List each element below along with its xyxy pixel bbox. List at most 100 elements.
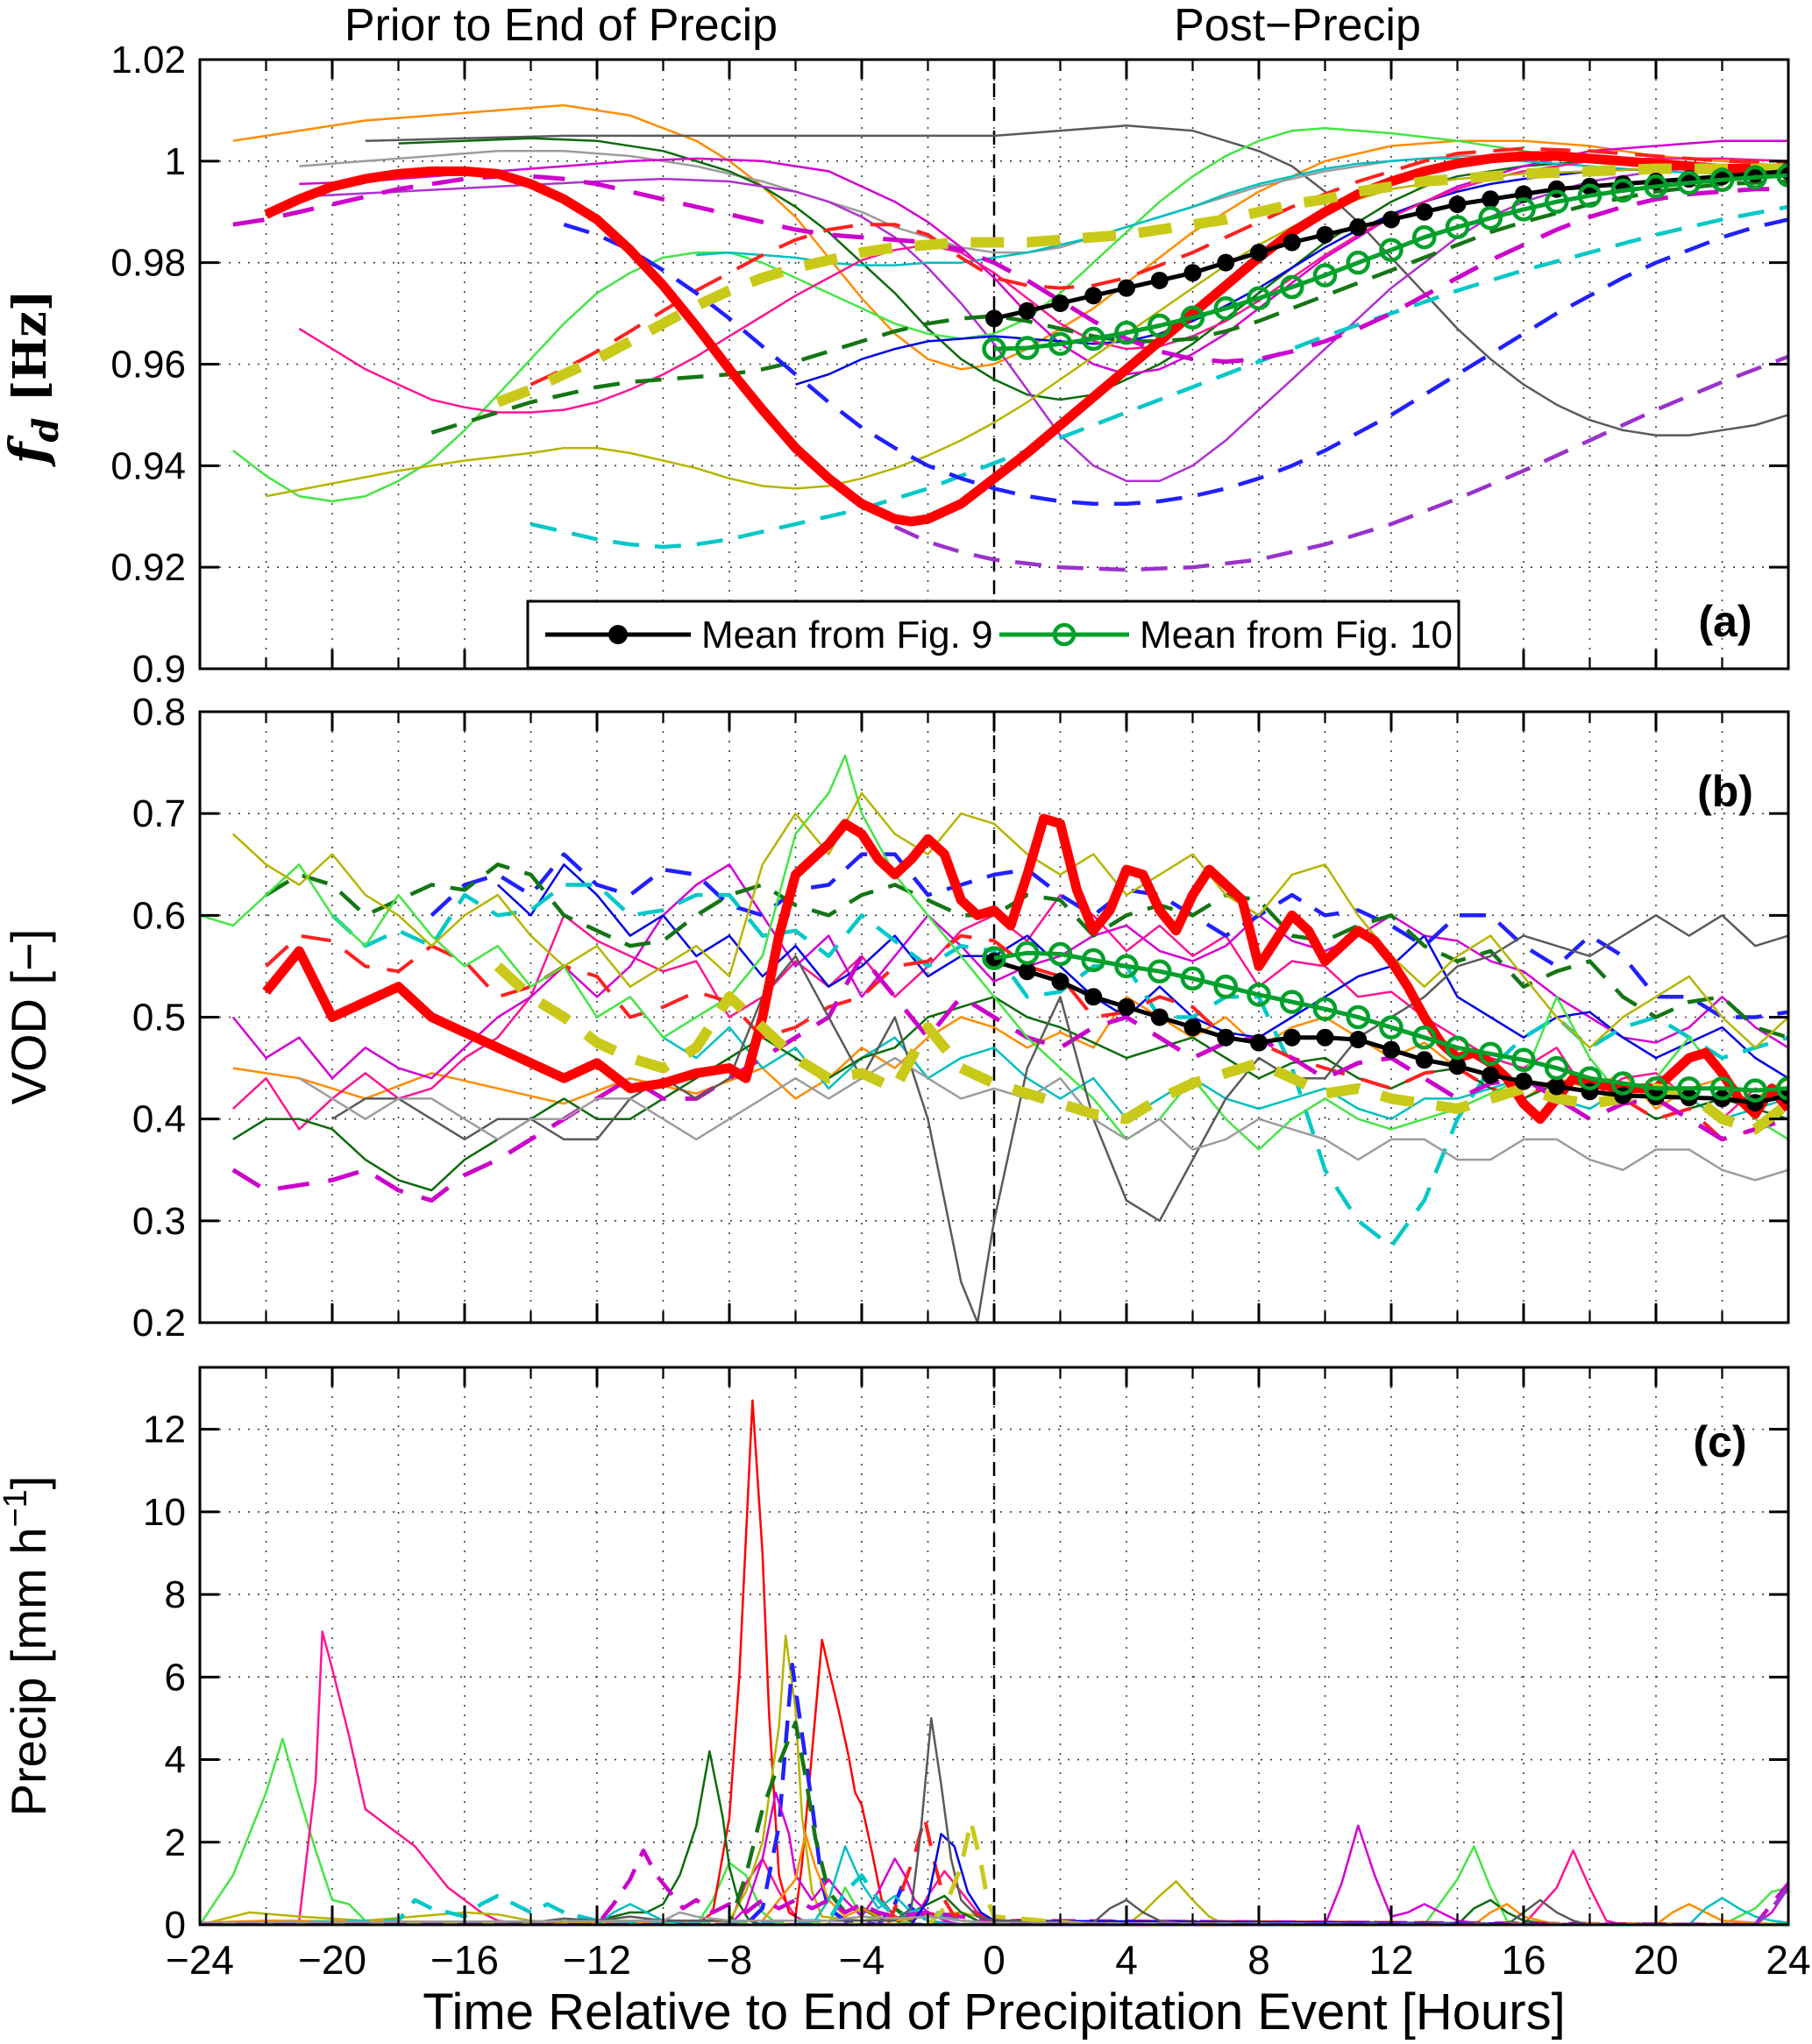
series-group xyxy=(200,754,1788,1323)
x-tick-label: −12 xyxy=(563,1937,631,1983)
y-tick-label: 1.02 xyxy=(110,39,186,82)
series-vod-cyan-dashed xyxy=(330,883,1788,1249)
marker-dot xyxy=(1316,225,1334,244)
marker-circle xyxy=(1445,215,1470,239)
series-precip-violet-dashed xyxy=(200,1886,1788,1925)
x-tick-label: 0 xyxy=(983,1937,1005,1983)
series-precip-darkgray xyxy=(200,1717,1788,1925)
x-tick-label: −24 xyxy=(166,1937,234,1983)
y-tick-label: 0.6 xyxy=(132,894,186,937)
marker-circle xyxy=(1247,983,1271,1007)
precip-label-post: ] xyxy=(1,1476,56,1490)
series-vod-blue-dashed xyxy=(430,852,1788,1019)
marker-dot xyxy=(1183,1018,1202,1037)
marker-dot xyxy=(1415,1051,1433,1069)
svg-text:Precip [mm h−1]: Precip [mm h−1] xyxy=(0,1476,56,1817)
marker-dot xyxy=(1547,1077,1566,1096)
series-vod-lightgray xyxy=(298,1056,1788,1182)
marker-circle xyxy=(982,946,1006,970)
tick-marks xyxy=(200,1367,1788,1925)
fd-subscript: d xyxy=(25,418,67,443)
marker-dot xyxy=(1482,1066,1500,1084)
y-axis-label-precip: Precip [mm h−1] xyxy=(0,1476,56,1817)
y-tick-label: 0.8 xyxy=(132,691,186,734)
series-vod-mean-fig10 xyxy=(993,950,1788,1093)
series-event-mean-red xyxy=(264,151,1788,527)
gridlines xyxy=(200,1367,1788,1925)
column-title-post: Post−Precip xyxy=(1174,0,1421,51)
marker-circle xyxy=(1478,1041,1503,1067)
series-precip-cyan xyxy=(200,1845,1788,1925)
x-tick-label: 16 xyxy=(1501,1937,1546,1983)
marker-circle xyxy=(1081,326,1105,351)
marker-dot xyxy=(1515,1072,1532,1090)
panel-letter-c: (c) xyxy=(1693,1417,1746,1466)
y-tick-label: 8 xyxy=(165,1573,186,1616)
marker-circle xyxy=(1312,997,1338,1021)
marker-dot xyxy=(1316,1028,1334,1047)
marker-circle xyxy=(1180,966,1205,991)
y-tick-label: 2 xyxy=(165,1821,186,1864)
series-ensemble-violet xyxy=(299,165,1788,482)
marker-circle xyxy=(1048,331,1073,357)
marker-circle xyxy=(1545,1055,1569,1081)
y-tick-label: 0.96 xyxy=(110,344,186,387)
marker-dot xyxy=(1217,253,1235,272)
y-axis-label-fd: fd [Hz] xyxy=(0,290,67,468)
series-ensemble-blue xyxy=(795,165,1788,386)
marker-dot xyxy=(985,309,1003,328)
series-vod-magenta xyxy=(231,863,1788,1080)
series-precip-lightgreen xyxy=(200,1737,1788,1925)
x-tick-label: −4 xyxy=(839,1937,885,1983)
marker-circle xyxy=(1776,1076,1788,1101)
series-vod-darkgray xyxy=(331,914,1788,1323)
y-tick-label: 0.94 xyxy=(110,444,186,487)
marker-dot xyxy=(1118,279,1135,297)
x-tick-label: 24 xyxy=(1766,1937,1810,1983)
series-ensemble-blue-dashed xyxy=(563,217,1788,507)
marker-circle xyxy=(1015,336,1040,360)
marker-dot xyxy=(1448,195,1467,214)
series-precip-olive xyxy=(200,1634,1788,1925)
y-tick-label: 0.92 xyxy=(110,546,186,589)
x-tick-label: 4 xyxy=(1115,1937,1138,1983)
precip-label-pre: Precip [mm h xyxy=(1,1528,56,1817)
marker-circle xyxy=(1247,286,1271,310)
marker-dot xyxy=(1018,302,1036,320)
y-tick-label: 0.2 xyxy=(132,1302,186,1345)
y-tick-label: 0.98 xyxy=(110,242,186,285)
series-ensemble-cyan-dashed xyxy=(529,204,1788,550)
series-precip-lightgray xyxy=(200,1911,1788,1925)
marker-dot xyxy=(1051,295,1069,312)
fd-units: [Hz] xyxy=(4,290,57,418)
series-vod-darkgreen-dashed xyxy=(265,862,1788,1040)
marker-circle xyxy=(1677,170,1702,195)
tick-marks xyxy=(200,712,1788,1323)
x-axis-label: Time Relative to End of Precipitation Ev… xyxy=(423,1984,1565,2040)
marker-dot xyxy=(1118,997,1135,1016)
marker-dot xyxy=(1250,1033,1268,1052)
series-mean-fig10 xyxy=(993,173,1788,351)
series-vod-darkgreen xyxy=(232,996,1788,1192)
panels-render-root: 0.90.920.940.960.9811.020.20.30.40.50.60… xyxy=(110,39,1810,1983)
marker-circle xyxy=(1346,250,1370,275)
y-tick-label: 10 xyxy=(143,1491,186,1534)
y-tick-label: 0.7 xyxy=(132,792,186,835)
y-tick-label: 12 xyxy=(143,1409,186,1451)
legend-marker-circle-icon xyxy=(1052,622,1077,647)
marker-dot xyxy=(1283,233,1301,252)
marker-circle xyxy=(1743,1078,1767,1103)
x-tick-label: 12 xyxy=(1368,1937,1413,1983)
panel-letter-b: (b) xyxy=(1697,767,1753,816)
marker-circle xyxy=(1709,1076,1735,1101)
marker-circle xyxy=(1709,167,1735,193)
marker-dot xyxy=(1283,1028,1301,1047)
marker-circle xyxy=(1213,974,1238,999)
marker-dot xyxy=(1349,1031,1368,1049)
marker-circle xyxy=(1412,1025,1437,1050)
series-vod-olive xyxy=(231,791,1788,1049)
series-ensemble-magenta xyxy=(299,139,1788,376)
series-ensemble-purple-dashed xyxy=(893,354,1788,572)
